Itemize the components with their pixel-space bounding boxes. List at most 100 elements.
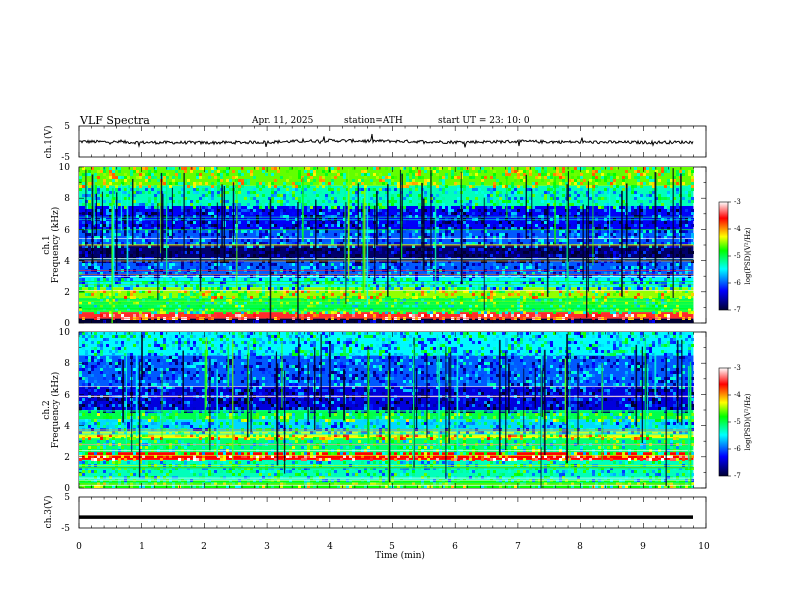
spectrogram-cell bbox=[625, 302, 628, 305]
spectrogram-cell bbox=[433, 227, 436, 230]
spectrogram-cell bbox=[415, 293, 418, 296]
spectrogram-cell bbox=[325, 215, 328, 218]
spectrogram-cell bbox=[208, 212, 211, 215]
spectrogram-cell bbox=[391, 197, 394, 200]
spectrogram-cell bbox=[658, 281, 661, 284]
spectrogram-cell bbox=[175, 278, 178, 281]
spectrogram-cell bbox=[379, 179, 382, 182]
spectrogram-cell bbox=[115, 179, 118, 182]
spectrogram-cell bbox=[439, 233, 442, 236]
spectrogram-cell bbox=[361, 299, 364, 302]
spectrogram-cell bbox=[295, 281, 298, 284]
spectrogram-cell bbox=[406, 293, 409, 296]
spectrogram-cell bbox=[580, 182, 583, 185]
spectrogram-cell bbox=[472, 176, 475, 179]
spectrogram-cell bbox=[148, 170, 151, 173]
spectrogram-cell bbox=[256, 224, 259, 227]
spectrogram-cell bbox=[652, 197, 655, 200]
spectrogram-cell bbox=[367, 209, 370, 212]
spectrogram-cell bbox=[202, 314, 205, 317]
spectrogram-cell bbox=[556, 314, 559, 317]
spectrogram-cell bbox=[157, 308, 160, 311]
spectrogram-cell bbox=[670, 194, 673, 197]
spectrogram-cell bbox=[157, 185, 160, 188]
spectrogram-cell bbox=[277, 182, 280, 185]
spectrogram-cell bbox=[304, 314, 307, 317]
spectrogram-sferic bbox=[483, 197, 485, 311]
spectrogram-cell bbox=[658, 194, 661, 197]
spectrogram-cell bbox=[646, 236, 649, 239]
spectrogram-cell bbox=[286, 200, 289, 203]
spectrogram-sferic bbox=[654, 172, 657, 269]
spectrogram-cell bbox=[85, 260, 88, 263]
spectrogram-cell bbox=[670, 209, 673, 212]
spectrogram-cell bbox=[403, 311, 406, 314]
spectrogram-cell bbox=[160, 281, 163, 284]
spectrogram-cell bbox=[529, 293, 532, 296]
spectrogram-cell bbox=[592, 299, 595, 302]
spectrogram-cell bbox=[160, 272, 163, 275]
spectrogram-cell bbox=[238, 314, 241, 317]
spectrogram-cell bbox=[211, 173, 214, 176]
spectrogram-cell bbox=[508, 248, 511, 251]
spectrogram-cell bbox=[94, 194, 97, 197]
spectrogram-cell bbox=[367, 236, 370, 239]
spectrogram-cell bbox=[217, 188, 220, 191]
spectrogram-cell bbox=[277, 278, 280, 281]
spectrogram-cell bbox=[226, 173, 229, 176]
spectrogram-cell bbox=[661, 293, 664, 296]
spectrogram-cell bbox=[157, 293, 160, 296]
spectrogram-cell bbox=[136, 299, 139, 302]
spectrogram-cell bbox=[535, 260, 538, 263]
spectrogram-cell bbox=[238, 185, 241, 188]
spectrogram-cell bbox=[85, 242, 88, 245]
spectrogram-cell bbox=[259, 302, 262, 305]
spectrogram-cell bbox=[208, 224, 211, 227]
spectrogram-cell bbox=[502, 227, 505, 230]
spectrogram-cell bbox=[490, 293, 493, 296]
spectrogram-cell bbox=[325, 230, 328, 233]
spectrogram-cell bbox=[178, 248, 181, 251]
spectrogram-cell bbox=[628, 206, 631, 209]
spectrogram-cell bbox=[646, 224, 649, 227]
spectrogram-cell bbox=[337, 248, 340, 251]
spectrogram-cell bbox=[106, 194, 109, 197]
spectrogram-cell bbox=[580, 206, 583, 209]
spectrogram-cell bbox=[97, 242, 100, 245]
spectrogram-cell bbox=[409, 314, 412, 317]
spectrogram-cell bbox=[442, 302, 445, 305]
spectrogram-cell bbox=[469, 284, 472, 287]
spectrogram-cell bbox=[349, 242, 352, 245]
spectrogram-cell bbox=[658, 272, 661, 275]
spectrogram-cell bbox=[508, 209, 511, 212]
spectrogram-cell bbox=[334, 266, 337, 269]
spectrogram-cell bbox=[394, 188, 397, 191]
spectrogram-cell bbox=[109, 227, 112, 230]
spectrogram-cell bbox=[403, 245, 406, 248]
spectrogram-cell bbox=[142, 290, 145, 293]
spectrogram-cell bbox=[499, 311, 502, 314]
spectrogram-cell bbox=[676, 254, 679, 257]
spectrogram-cell bbox=[262, 290, 265, 293]
spectrogram-cell bbox=[253, 176, 256, 179]
spectrogram-cell bbox=[304, 251, 307, 254]
spectrogram-cell bbox=[508, 260, 511, 263]
spectrogram-cell bbox=[517, 191, 520, 194]
spectrogram-cell bbox=[331, 314, 334, 317]
spectrogram-cell bbox=[454, 224, 457, 227]
spectrogram-cell bbox=[262, 242, 265, 245]
spectrogram-cell bbox=[160, 320, 163, 323]
spectrogram-cell bbox=[193, 311, 196, 314]
spectrogram-cell bbox=[295, 227, 298, 230]
spectrogram-cell bbox=[496, 188, 499, 191]
spectrogram-cell bbox=[313, 215, 316, 218]
spectrogram-cell bbox=[490, 242, 493, 245]
spectrogram-cell bbox=[649, 278, 652, 281]
spectrogram-cell bbox=[634, 299, 637, 302]
spectrogram-cell bbox=[229, 188, 232, 191]
spectrogram-cell bbox=[208, 173, 211, 176]
spectrogram-cell bbox=[454, 284, 457, 287]
spectrogram-cell bbox=[502, 272, 505, 275]
spectrogram-cell bbox=[397, 230, 400, 233]
spectrogram-cell bbox=[310, 215, 313, 218]
